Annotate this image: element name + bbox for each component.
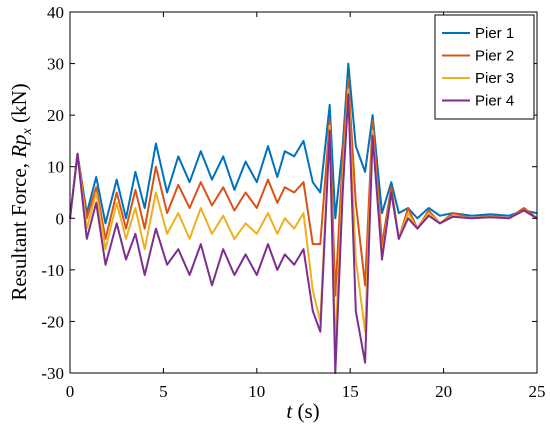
- y-tick-label: 10: [47, 158, 64, 177]
- x-tick-label: 5: [159, 382, 168, 401]
- x-axis-variable: t: [286, 399, 293, 423]
- x-tick-label: 15: [342, 382, 359, 401]
- ticks-layer: 0 5 10 15 20 25 -30 -20 -10 0 10 20 30 40: [41, 3, 545, 401]
- x-tick-label: 20: [435, 382, 452, 401]
- y-tick-label: 0: [56, 209, 65, 228]
- y-axis-variable: Rp: [7, 134, 31, 158]
- x-tick-label: 10: [248, 382, 265, 401]
- legend-label-pier-3: Pier 3: [475, 70, 514, 87]
- y-tick-label: -30: [41, 364, 64, 383]
- y-tick-label: 30: [47, 55, 64, 74]
- plot-frame: [69, 11, 538, 374]
- y-axis-label: Resultant Force, Rpx (kN): [7, 83, 35, 300]
- x-tick-label: 0: [66, 382, 75, 401]
- x-tick-label: 25: [529, 382, 546, 401]
- y-axis-subscript: x: [20, 127, 35, 135]
- y-tick-label: 20: [47, 106, 64, 125]
- series-layer: [69, 62, 538, 374]
- legend: Pier 1 Pier 2 Pier 3 Pier 4: [434, 14, 535, 120]
- legend-label-pier-2: Pier 2: [475, 48, 514, 65]
- y-axis-unit: (kN): [7, 83, 31, 128]
- legend-label-pier-1: Pier 1: [475, 25, 514, 42]
- y-tick-label: -10: [41, 261, 64, 280]
- y-axis-prefix: Resultant Force,: [7, 158, 31, 301]
- y-tick-label: -20: [41, 312, 64, 331]
- x-axis-unit: (s): [292, 399, 319, 423]
- series-line-pier-1: [69, 62, 538, 225]
- x-axis-label: t (s): [286, 399, 319, 423]
- y-tick-label: 40: [47, 3, 64, 22]
- legend-label-pier-4: Pier 4: [475, 93, 514, 110]
- series-line-pier-4: [69, 93, 538, 374]
